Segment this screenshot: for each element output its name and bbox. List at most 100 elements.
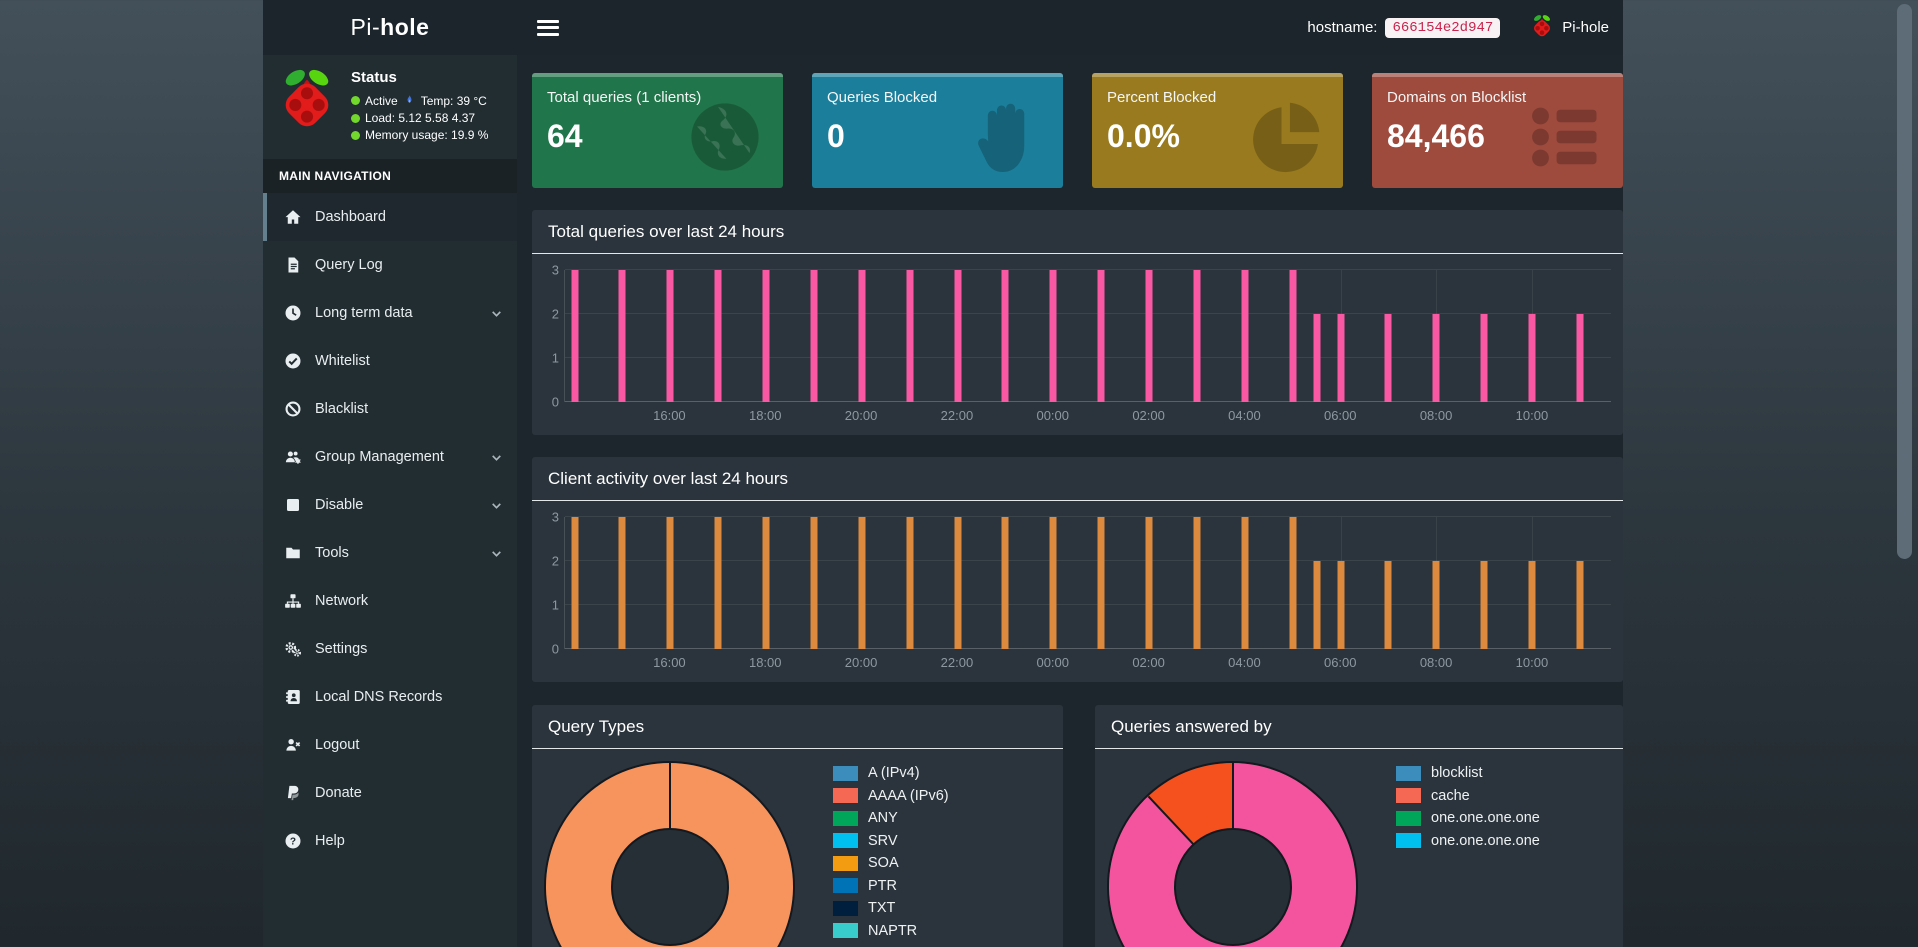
chart-bar[interactable] (1313, 561, 1321, 649)
chart-bar[interactable] (1432, 314, 1440, 402)
legend-item[interactable]: PTR (833, 878, 949, 894)
sidebar-item-dashboard[interactable]: Dashboard (263, 193, 517, 241)
legend-item[interactable]: SOA (833, 855, 949, 871)
chart-bar[interactable] (1145, 517, 1153, 649)
chart-bar[interactable] (571, 270, 579, 402)
queries-answered-by-donut-chart[interactable] (1109, 763, 1356, 947)
chart-bar[interactable] (1384, 561, 1392, 649)
sidebar-item-query-log[interactable]: Query Log (263, 241, 517, 289)
chart-bar[interactable] (1384, 314, 1392, 402)
chart-bar[interactable] (1337, 561, 1345, 649)
legend-item[interactable]: SRV (833, 833, 949, 849)
legend-item[interactable]: one.one.one.one (1396, 833, 1540, 849)
sidebar-section-label: MAIN NAVIGATION (263, 159, 517, 193)
chart-bar[interactable] (1193, 517, 1201, 649)
navbar-brand-link[interactable]: Pi-hole (1530, 14, 1609, 41)
chart-plot-area[interactable] (564, 269, 1611, 402)
sidebar-item-blacklist[interactable]: Blacklist (263, 385, 517, 433)
bottom-panels-row: Query Types A (IPv4) AAAA (IPv6) ANY SRV SOA… (532, 705, 1623, 947)
chart-bar[interactable] (1001, 517, 1009, 649)
legend-swatch (833, 810, 858, 826)
sidebar-item-help[interactable]: ? Help (263, 817, 517, 865)
chart-bar[interactable] (1097, 517, 1105, 649)
chart-bar[interactable] (618, 517, 626, 649)
legend-item[interactable]: NAPTR (833, 923, 949, 939)
chart-bar[interactable] (1528, 314, 1536, 402)
chart-bar[interactable] (1001, 270, 1009, 402)
legend-item[interactable]: cache (1396, 788, 1540, 804)
stat-card-value: 64 (547, 118, 583, 154)
sidebar-item-settings[interactable]: Settings (263, 625, 517, 673)
chart-bar[interactable] (1097, 270, 1105, 402)
chart-bar[interactable] (1241, 270, 1249, 402)
chart-bar[interactable] (858, 517, 866, 649)
chart-bar[interactable] (1049, 270, 1057, 402)
legend-item[interactable]: one.one.one.one (1396, 810, 1540, 826)
chart-bar[interactable] (1049, 517, 1057, 649)
chart-bar[interactable] (618, 270, 626, 402)
legend-item[interactable]: blocklist (1396, 765, 1540, 781)
legend-item[interactable]: A (IPv4) (833, 765, 949, 781)
queries-answered-by-panel-title: Queries answered by (1095, 705, 1623, 749)
chart-bar[interactable] (1576, 314, 1584, 402)
legend-label: cache (1431, 787, 1470, 804)
sidebar-nav: Dashboard Query Log Long term data Whitelis… (263, 193, 517, 865)
chart-bar[interactable] (1432, 561, 1440, 649)
chart-bar[interactable] (1193, 270, 1201, 402)
chart-bar[interactable] (810, 270, 818, 402)
client-activity-panel-title: Client activity over last 24 hours (532, 457, 1623, 501)
query-types-donut-chart[interactable] (546, 763, 793, 947)
chart-bar[interactable] (571, 517, 579, 649)
stat-card-queries-blocked[interactable]: Queries Blocked 0 (812, 73, 1063, 188)
chart-bar[interactable] (858, 270, 866, 402)
app-logo[interactable]: Pi-hole (263, 0, 517, 55)
chart-bar[interactable] (666, 517, 674, 649)
chart-bar[interactable] (1289, 270, 1297, 402)
legend-swatch (1396, 833, 1421, 848)
chart-bar[interactable] (1576, 561, 1584, 649)
chart-bar[interactable] (1289, 517, 1297, 649)
chart-bar[interactable] (906, 517, 914, 649)
scrollbar-thumb[interactable] (1897, 4, 1912, 559)
chart-bar[interactable] (810, 517, 818, 649)
chart-bar[interactable] (714, 517, 722, 649)
hamburger-menu-icon[interactable] (537, 16, 559, 39)
chart-plot-area[interactable] (564, 516, 1611, 649)
chart-bar[interactable] (1313, 314, 1321, 402)
chart-bar[interactable] (1241, 517, 1249, 649)
stat-card-value: 84,466 (1387, 118, 1485, 154)
stat-card-percent-blocked[interactable]: Percent Blocked 0.0% (1092, 73, 1343, 188)
legend-item[interactable]: TXT (833, 900, 949, 916)
sidebar-item-whitelist[interactable]: Whitelist (263, 337, 517, 385)
client-activity-chart[interactable]: 3 2 1 0 16:00 18:00 20:00 22:00 00:00 02:00 04:00 0… (540, 509, 1611, 676)
sidebar-item-donate[interactable]: Donate (263, 769, 517, 817)
chart-bar[interactable] (1528, 561, 1536, 649)
sidebar-item-network[interactable]: Network (263, 577, 517, 625)
legend-item[interactable]: AAAA (IPv6) (833, 788, 949, 804)
chart-bar[interactable] (954, 270, 962, 402)
sidebar-item-group-management[interactable]: Group Management (263, 433, 517, 481)
chart-bar[interactable] (1480, 314, 1488, 402)
temperature-text: Temp: 39 °C (420, 93, 487, 108)
x-axis-tick-label: 02:00 (1132, 655, 1165, 670)
sidebar-item-tools[interactable]: Tools (263, 529, 517, 577)
chart-bar[interactable] (954, 517, 962, 649)
chart-bar[interactable] (714, 270, 722, 402)
chart-bar[interactable] (762, 517, 770, 649)
chart-bar[interactable] (1145, 270, 1153, 402)
legend-swatch (833, 855, 858, 871)
total-queries-chart[interactable]: 3 2 1 0 16:00 18:00 20:00 22:00 00:00 02:00 04:00 0… (540, 262, 1611, 429)
sidebar-item-disable[interactable]: Disable (263, 481, 517, 529)
sidebar-item-label: Disable (315, 497, 364, 513)
sidebar-item-logout[interactable]: Logout (263, 721, 517, 769)
stat-card-domains-on-blocklist[interactable]: Domains on Blocklist 84,466 (1372, 73, 1623, 188)
chart-bar[interactable] (906, 270, 914, 402)
chart-bar[interactable] (762, 270, 770, 402)
sidebar-item-long-term-data[interactable]: Long term data (263, 289, 517, 337)
sidebar-item-local-dns-records[interactable]: Local DNS Records (263, 673, 517, 721)
stat-card-total-queries-1-clients[interactable]: Total queries (1 clients) 64 (532, 73, 783, 188)
chart-bar[interactable] (1480, 561, 1488, 649)
chart-bar[interactable] (1337, 314, 1345, 402)
chart-bar[interactable] (666, 270, 674, 402)
legend-item[interactable]: ANY (833, 810, 949, 826)
